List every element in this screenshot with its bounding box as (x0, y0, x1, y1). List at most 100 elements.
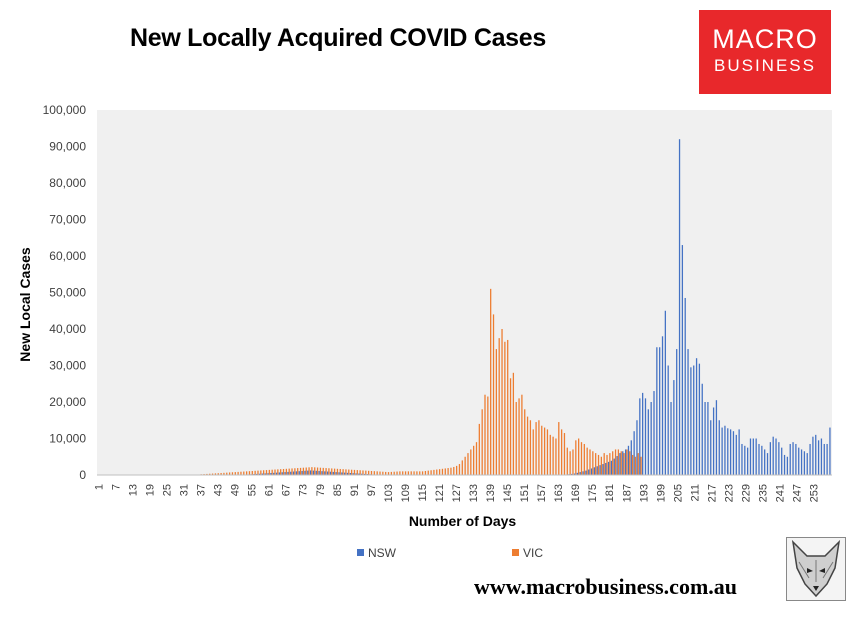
bar-vic (609, 453, 611, 475)
x-tick-label: 223 (723, 484, 735, 502)
bar-nsw (806, 453, 808, 475)
bar-nsw (823, 443, 825, 475)
bar-vic (404, 471, 407, 475)
bar-vic (288, 468, 290, 475)
x-tick-label: 247 (792, 484, 804, 502)
x-tick-label: 235 (757, 484, 769, 502)
bar-vic (359, 470, 361, 475)
bar-vic (206, 473, 208, 475)
bar-nsw (695, 358, 698, 475)
bar-vic (387, 472, 390, 475)
bar-vic (558, 422, 560, 475)
bar-vic (620, 451, 622, 475)
bar-vic (226, 472, 228, 475)
bar-nsw (298, 471, 300, 475)
bar-vic (325, 468, 327, 475)
x-tick-label: 181 (604, 484, 616, 502)
bar-vic (220, 472, 222, 475)
bar-nsw (783, 454, 786, 475)
bar-nsw (644, 398, 647, 475)
x-tick-label: 37 (196, 484, 208, 496)
bar-nsw (576, 472, 579, 475)
bar-vic (399, 471, 401, 475)
bar-nsw (766, 453, 769, 475)
bar-vic (518, 398, 520, 475)
bar-nsw (715, 400, 718, 475)
x-tick-label: 217 (706, 484, 718, 502)
bar-nsw (267, 473, 269, 475)
bar-nsw (605, 462, 607, 475)
bar-nsw (270, 472, 272, 475)
bar-series (200, 139, 831, 476)
bar-vic (586, 447, 588, 476)
bar-vic (453, 466, 455, 475)
bar-vic (277, 469, 279, 475)
x-tick-label: 145 (502, 484, 514, 502)
bar-vic (350, 469, 353, 475)
bar-nsw (261, 473, 264, 475)
bar-vic (524, 409, 526, 475)
bar-vic (521, 394, 523, 475)
y-tick-label: 0 (79, 468, 86, 482)
bar-vic (563, 433, 566, 475)
bar-vic (314, 467, 316, 475)
x-tick-label: 19 (145, 484, 157, 496)
bar-nsw (582, 471, 584, 475)
bar-nsw (329, 471, 332, 475)
bar-nsw (335, 472, 337, 475)
bar-vic (217, 473, 219, 475)
bar-vic (634, 456, 637, 475)
bar-nsw (650, 402, 652, 475)
bar-nsw (820, 438, 823, 475)
website-url: www.macrobusiness.com.au (474, 574, 738, 599)
bar-vic (274, 469, 276, 475)
bar-nsw (769, 442, 771, 475)
bar-vic (484, 394, 486, 475)
bar-vic (589, 449, 591, 475)
x-tick-label: 151 (519, 484, 531, 502)
x-tick-label: 163 (553, 484, 565, 502)
bar-nsw (622, 451, 624, 475)
bar-nsw (318, 470, 320, 475)
bar-vic (626, 449, 628, 475)
bar-nsw (292, 471, 295, 475)
bar-vic (543, 427, 546, 475)
bar-nsw (738, 429, 740, 476)
bar-vic (475, 442, 478, 475)
bar-vic (515, 402, 517, 475)
bar-vic (461, 460, 463, 475)
bar-nsw (358, 473, 360, 475)
bar-vic (260, 470, 262, 475)
bar-nsw (729, 429, 732, 476)
bar-vic (603, 453, 605, 475)
bar-vic (333, 468, 336, 475)
x-tick-label: 61 (264, 484, 276, 496)
bar-nsw (741, 443, 743, 475)
bar-nsw (749, 438, 752, 475)
bar-vic (467, 453, 469, 475)
bar-nsw (659, 347, 661, 475)
bar-vic (421, 471, 424, 475)
bar-vic (623, 453, 625, 475)
bar-vic (629, 451, 631, 475)
x-tick-label: 31 (179, 484, 191, 496)
bar-nsw (752, 438, 754, 475)
bar-vic (597, 454, 600, 475)
bar-vic (572, 449, 574, 475)
bar-vic (578, 438, 580, 475)
bar-vic (617, 449, 620, 475)
bar-nsw (667, 365, 669, 475)
bar-vic (228, 472, 231, 475)
bar-nsw (321, 471, 323, 475)
bar-nsw (349, 472, 351, 475)
legend-label-nsw: NSW (368, 546, 397, 560)
bar-vic (342, 469, 344, 475)
x-tick-label: 157 (536, 484, 548, 502)
plot-area (97, 110, 832, 475)
bar-nsw (778, 442, 780, 475)
bar-vic (526, 416, 529, 475)
bar-vic (566, 447, 568, 476)
bar-vic (552, 436, 554, 475)
bar-nsw (826, 443, 828, 475)
bar-vic (541, 425, 543, 475)
